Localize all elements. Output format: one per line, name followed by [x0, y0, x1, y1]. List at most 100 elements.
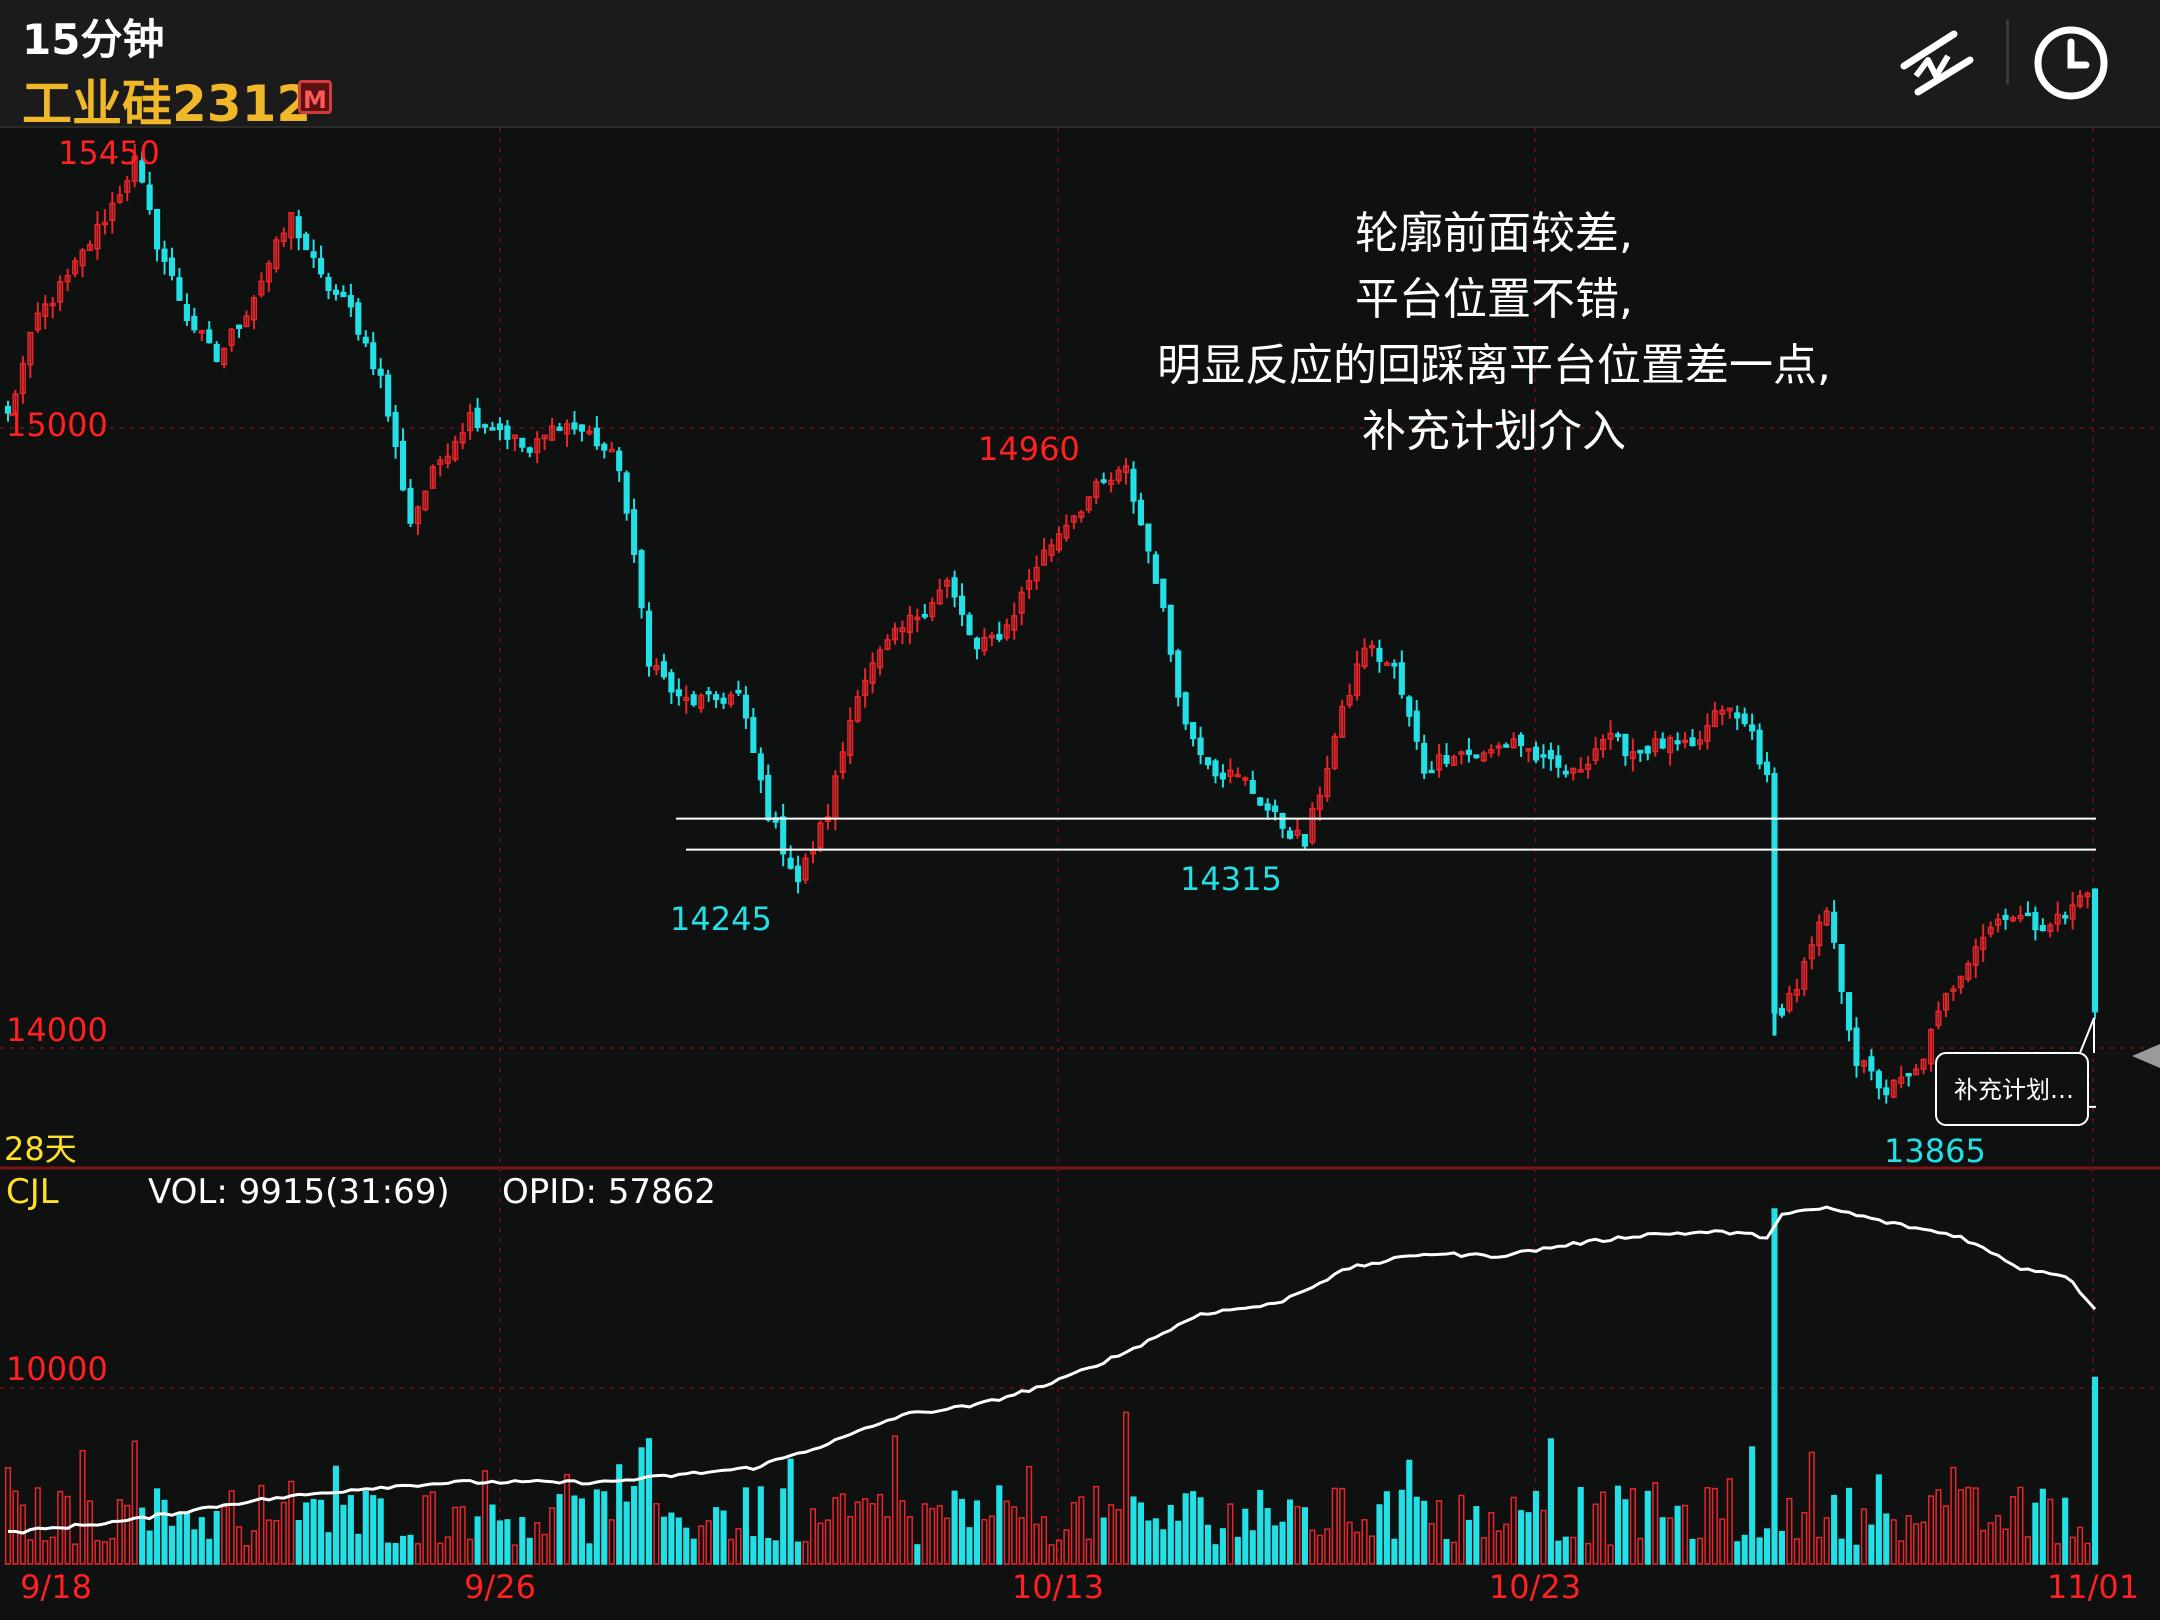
current-price-marker [2132, 1044, 2160, 1068]
volume-bar [1130, 1496, 1137, 1565]
candle-body [1995, 918, 2002, 926]
volume-bar [1525, 1512, 1532, 1565]
candle-body [1607, 732, 1614, 740]
candle-body [1018, 591, 1025, 614]
candle-body [183, 304, 190, 321]
candle-body [951, 577, 958, 598]
candle-body [1935, 1010, 1942, 1027]
candle-body [1957, 975, 1964, 989]
period-label[interactable]: 15分钟 [22, 15, 165, 64]
volume-bar [578, 1498, 585, 1565]
drawing-tool-icon[interactable] [1894, 20, 1980, 106]
volume-bar [735, 1528, 742, 1565]
volume-bar [2039, 1488, 2046, 1565]
candle-body [1324, 767, 1331, 798]
main-contract-badge: M [298, 80, 332, 114]
volume-bar [526, 1537, 533, 1565]
volume-bar [1920, 1521, 1927, 1565]
volume-bar [1324, 1528, 1331, 1565]
candle-body [1398, 662, 1405, 695]
candle-body [1085, 496, 1092, 511]
candle-body [310, 251, 317, 258]
candle-body [49, 302, 56, 307]
candle-body [258, 280, 265, 296]
volume-bar [899, 1500, 906, 1565]
candle-body [2039, 925, 2046, 932]
candle-body [1756, 729, 1763, 765]
volume-bar [1413, 1496, 1420, 1565]
volume-bar [2032, 1502, 2039, 1565]
volume-bar [1845, 1487, 1853, 1565]
candlestick-chart[interactable]: 补充计划… 15000 14000 15450 14960 14245 14315 13865… [0, 128, 2160, 1620]
peak-label: 14960 [978, 430, 1080, 468]
candle-body [2032, 912, 2039, 931]
candle-body [273, 239, 280, 270]
candle-body [959, 595, 966, 615]
candle-body [1600, 739, 1607, 751]
volume-bar [757, 1486, 764, 1565]
volume-bar [2017, 1486, 2024, 1565]
candle-body [42, 303, 49, 318]
volume-bar [250, 1530, 258, 1565]
candle-body [1115, 469, 1122, 482]
candle-body [1428, 769, 1435, 774]
candle-body [332, 289, 340, 295]
candle-body [2069, 904, 2076, 920]
candle-body [1197, 737, 1204, 756]
candle-body [1108, 479, 1115, 486]
volume-bar [1450, 1541, 1458, 1565]
top-bar: 15分钟 工业硅2312 M [0, 0, 2160, 133]
volume-bar [1346, 1521, 1353, 1565]
candle-body [206, 329, 213, 344]
volume-bar [183, 1512, 190, 1565]
volume-bar [780, 1488, 787, 1565]
volume-bar [317, 1499, 325, 1565]
candle-body [504, 425, 511, 440]
volume-bar [1771, 1208, 1778, 1565]
candle-body [385, 374, 392, 417]
clock-icon[interactable] [2028, 20, 2114, 106]
indicator-name[interactable]: CJL [6, 1172, 59, 1212]
volume-bar [1786, 1497, 1793, 1565]
volume-bar [452, 1506, 459, 1565]
candle-body [511, 434, 518, 440]
plan-box[interactable] [1935, 1052, 2089, 1126]
volume-bar [690, 1538, 697, 1565]
volume-bar [444, 1536, 451, 1565]
date-tick-2: 9/26 [464, 1568, 536, 1606]
volume-bar [1257, 1489, 1264, 1565]
candle-body [519, 437, 526, 448]
candle-body [1301, 833, 1308, 847]
volume-bar [839, 1493, 846, 1565]
candle-body [780, 816, 787, 855]
candle-body [1778, 1007, 1786, 1016]
contract-title[interactable]: 工业硅2312 [22, 75, 312, 133]
candle-body [101, 221, 108, 226]
candle-body [1055, 533, 1063, 551]
candle-body [653, 665, 660, 671]
candle-body [221, 347, 228, 366]
volume-bar [809, 1508, 817, 1565]
volume-bar [414, 1543, 421, 1565]
volume-bar [198, 1517, 205, 1565]
candle-body [1048, 544, 1055, 557]
candle-body [168, 257, 176, 276]
volume-bar [1957, 1489, 1964, 1565]
candle-body [1100, 479, 1107, 483]
volume-bar [332, 1465, 340, 1565]
volume-bar [474, 1516, 481, 1565]
candle-body [1026, 580, 1033, 590]
volume-bar [1249, 1530, 1256, 1565]
volume-bar [221, 1505, 228, 1565]
volume-bar [1689, 1538, 1696, 1565]
candle-body [86, 244, 94, 252]
candle-body [1354, 663, 1361, 696]
volume-bar [1204, 1524, 1212, 1565]
candle-body [660, 661, 667, 678]
candle-body [1540, 754, 1547, 758]
volume-bar [996, 1485, 1003, 1565]
candle-body [795, 865, 802, 883]
volume-bar [854, 1501, 861, 1565]
candle-body [742, 694, 749, 719]
candle-body [727, 694, 735, 705]
